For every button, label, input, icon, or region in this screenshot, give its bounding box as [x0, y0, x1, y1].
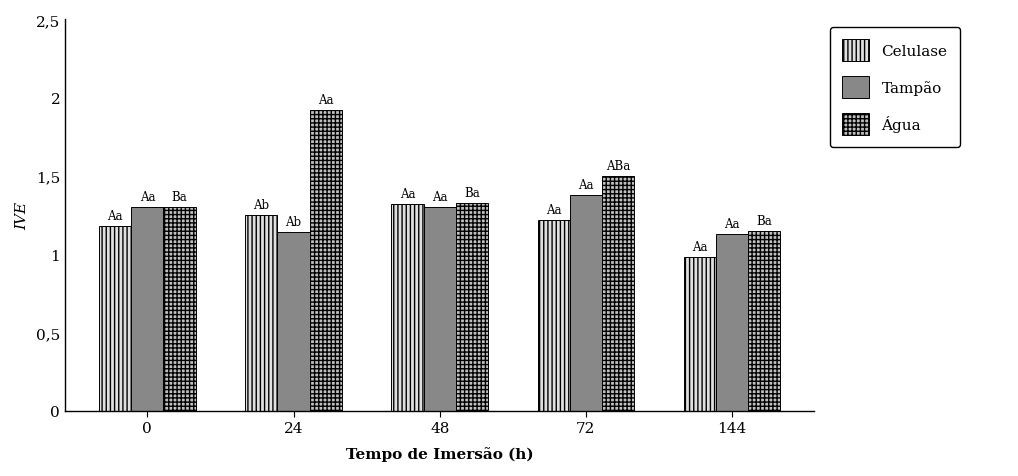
- Text: Ab: Ab: [285, 216, 301, 229]
- Text: Ba: Ba: [464, 186, 479, 199]
- Bar: [716, 234, 748, 411]
- Bar: [99, 227, 131, 411]
- Bar: [392, 205, 423, 411]
- Bar: [456, 203, 488, 411]
- X-axis label: Tempo de Imersão (h): Tempo de Imersão (h): [346, 446, 533, 461]
- Text: Ba: Ba: [756, 214, 772, 227]
- Text: Aa: Aa: [546, 203, 562, 217]
- Bar: [748, 231, 781, 411]
- Legend: Celulase, Tampão, Água: Celulase, Tampão, Água: [830, 28, 960, 148]
- Bar: [131, 208, 164, 411]
- Text: Aa: Aa: [578, 178, 593, 191]
- Text: Aa: Aa: [139, 191, 155, 204]
- Text: Aa: Aa: [432, 191, 448, 204]
- Text: Ab: Ab: [253, 198, 270, 212]
- Text: Aa: Aa: [725, 218, 740, 230]
- Bar: [164, 208, 195, 411]
- Y-axis label: IVE: IVE: [15, 201, 29, 229]
- Bar: [309, 111, 342, 411]
- Bar: [278, 233, 309, 411]
- Text: Aa: Aa: [692, 241, 708, 254]
- Bar: [570, 195, 602, 411]
- Text: ABa: ABa: [606, 159, 630, 173]
- Bar: [423, 208, 456, 411]
- Bar: [684, 258, 716, 411]
- Bar: [538, 220, 570, 411]
- Bar: [245, 216, 278, 411]
- Text: Aa: Aa: [318, 94, 334, 107]
- Text: Aa: Aa: [400, 188, 415, 201]
- Text: Ba: Ba: [172, 191, 187, 204]
- Text: Aa: Aa: [108, 209, 123, 223]
- Bar: [602, 177, 634, 411]
